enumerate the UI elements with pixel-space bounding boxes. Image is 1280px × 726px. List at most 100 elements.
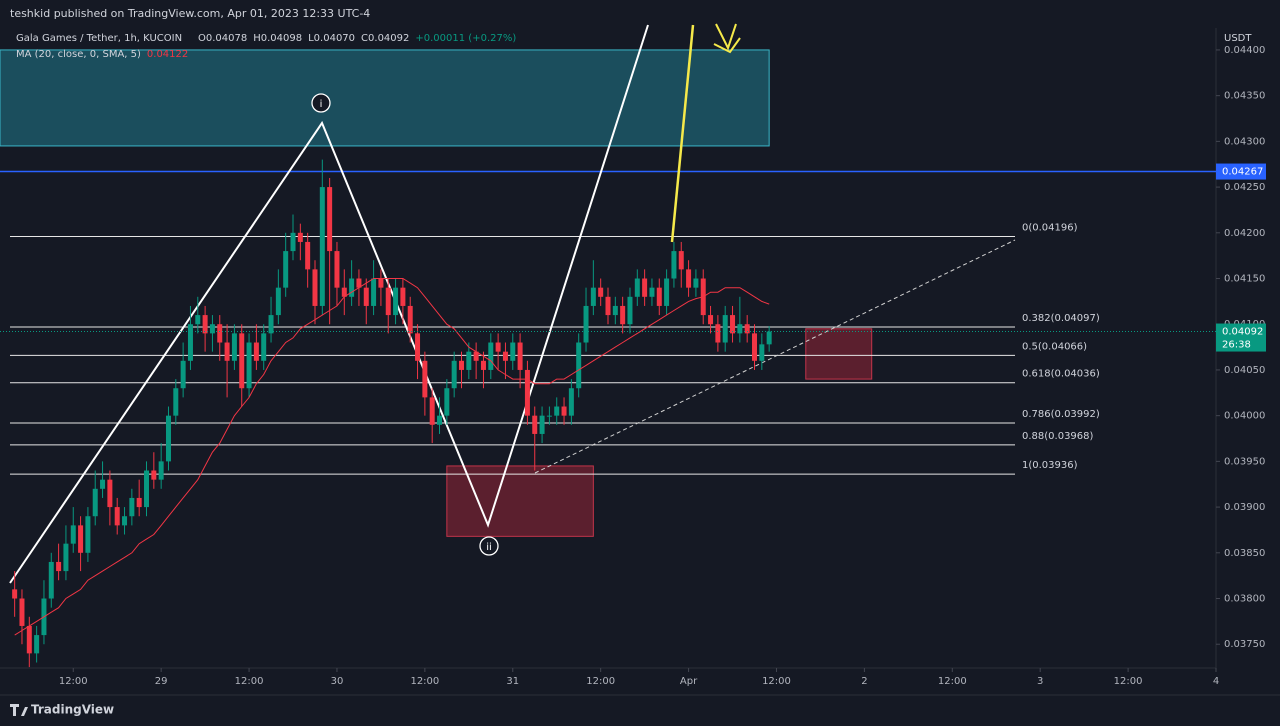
candle-body bbox=[605, 296, 611, 316]
candle-body bbox=[158, 461, 164, 480]
candle-body bbox=[554, 406, 560, 416]
trend-dashed bbox=[534, 239, 1016, 474]
candle-body bbox=[34, 635, 40, 654]
candle-body bbox=[393, 287, 399, 316]
ohlc-item: C0.04092 bbox=[361, 33, 409, 44]
candle-body bbox=[466, 351, 472, 370]
price-scale: 0.04400 0.04350 0.04300 0.04250 0.04200 0.041… bbox=[59, 45, 1266, 687]
candle-body bbox=[217, 324, 223, 343]
candle-body bbox=[429, 397, 435, 425]
logo-mark bbox=[10, 704, 28, 716]
candle-body bbox=[598, 287, 604, 297]
candle-body bbox=[283, 251, 289, 288]
x-tick-label: 3 bbox=[1037, 676, 1043, 687]
candle-body bbox=[297, 232, 303, 242]
x-tick-label: 4 bbox=[1213, 676, 1219, 687]
candle-body bbox=[151, 470, 157, 480]
candle-body bbox=[92, 488, 98, 517]
candle-body bbox=[437, 415, 443, 425]
candle-body bbox=[590, 287, 596, 306]
candle-body bbox=[664, 278, 670, 306]
candle-body bbox=[180, 360, 186, 389]
candle-body bbox=[56, 561, 62, 572]
x-tick-label: 12:00 bbox=[938, 676, 967, 687]
candle-body bbox=[63, 543, 69, 572]
candle-body bbox=[634, 278, 640, 297]
wave-circle bbox=[479, 536, 499, 556]
candle-body bbox=[129, 497, 135, 517]
candle-body bbox=[671, 251, 677, 279]
fib-label: 0.618(0.04036) bbox=[1022, 369, 1100, 380]
ohlc-item: +0.00011 (+0.27%) bbox=[415, 33, 516, 44]
candles bbox=[12, 159, 772, 668]
candle-body bbox=[561, 406, 567, 416]
candle-body bbox=[48, 561, 54, 599]
y-tick-label: 0.04250 bbox=[1224, 182, 1265, 193]
x-tick-label: 29 bbox=[155, 676, 168, 687]
candle-body bbox=[730, 315, 736, 334]
published-note: teshkid published on TradingView.com, Ap… bbox=[10, 7, 370, 20]
candle-body bbox=[568, 388, 574, 416]
y-tick-label: 0.03800 bbox=[1224, 594, 1265, 605]
candle-body bbox=[224, 342, 230, 361]
y-tick-label: 0.03750 bbox=[1224, 639, 1265, 650]
candle-body bbox=[517, 342, 523, 370]
candle-body bbox=[458, 360, 464, 370]
candle-body bbox=[12, 589, 18, 599]
candle-body bbox=[356, 278, 362, 288]
y-tick-label: 0.04350 bbox=[1224, 91, 1265, 102]
zone bbox=[0, 49, 770, 147]
candle-body bbox=[239, 333, 245, 389]
candle-body bbox=[488, 342, 494, 370]
candle-body bbox=[363, 287, 369, 306]
candle-body bbox=[656, 287, 662, 306]
wave-label: ii bbox=[486, 542, 492, 553]
candle-body bbox=[202, 315, 208, 334]
candle-body bbox=[195, 315, 201, 325]
candle-body bbox=[620, 305, 626, 325]
candle-body bbox=[209, 324, 215, 334]
candle-body bbox=[686, 269, 692, 288]
candle-body bbox=[122, 516, 128, 526]
candle-body bbox=[649, 287, 655, 297]
candle-body bbox=[107, 479, 113, 508]
candle-body bbox=[70, 525, 76, 544]
candle-body bbox=[407, 305, 413, 334]
candle-body bbox=[627, 296, 633, 325]
price-line-tag bbox=[1216, 163, 1266, 180]
y-tick-label: 0.03850 bbox=[1224, 548, 1265, 559]
fib-label: 0.88(0.03968) bbox=[1022, 431, 1094, 442]
fib-label: 0(0.04196) bbox=[1022, 222, 1078, 233]
candle-body bbox=[400, 287, 406, 306]
countdown: 26:38 bbox=[1222, 340, 1251, 351]
y-tick-label: 0.04050 bbox=[1224, 365, 1265, 376]
candle-body bbox=[422, 360, 428, 398]
wave-label: i bbox=[320, 99, 323, 110]
candle-body bbox=[642, 278, 648, 297]
candle-body bbox=[385, 287, 391, 316]
ohlc-item: O0.04078 bbox=[198, 33, 247, 44]
candle-body bbox=[136, 497, 142, 508]
ohlc-item: H0.04098 bbox=[253, 33, 302, 44]
candle-body bbox=[612, 305, 618, 316]
currency: USDT bbox=[1224, 33, 1252, 44]
candle-body bbox=[539, 415, 545, 434]
candle-body bbox=[737, 324, 743, 334]
candle-body bbox=[85, 516, 91, 553]
candle-body bbox=[583, 305, 589, 343]
current-price-label: 0.04092 bbox=[1222, 327, 1263, 338]
y-tick-label: 0.03950 bbox=[1224, 456, 1265, 467]
candle-body bbox=[715, 324, 721, 343]
brand-logo bbox=[10, 704, 28, 716]
candle-body bbox=[532, 415, 538, 434]
candle-body bbox=[187, 324, 193, 361]
x-tick-label: Apr bbox=[680, 676, 698, 687]
candle-body bbox=[744, 324, 750, 334]
x-tick-label: 2 bbox=[861, 676, 867, 687]
yellow-arrow bbox=[713, 23, 741, 54]
wave-drawing bbox=[9, 24, 649, 584]
candle-body bbox=[495, 342, 501, 352]
y-tick-label: 0.04200 bbox=[1224, 228, 1265, 239]
candle-body bbox=[19, 598, 25, 626]
